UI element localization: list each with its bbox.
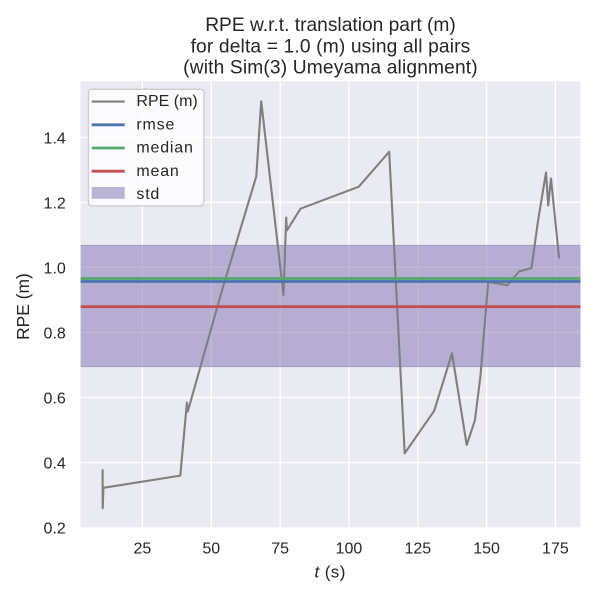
svg-text:t (s): t (s) — [315, 563, 346, 582]
svg-text:150: 150 — [473, 540, 500, 557]
svg-text:RPE (m): RPE (m) — [13, 273, 33, 340]
svg-text:rmse: rmse — [136, 116, 175, 133]
svg-text:(with Sim(3) Umeyama alignment: (with Sim(3) Umeyama alignment) — [183, 58, 478, 79]
svg-text:0.6: 0.6 — [44, 390, 66, 407]
svg-text:75: 75 — [271, 540, 289, 557]
svg-text:std: std — [136, 186, 160, 203]
svg-text:175: 175 — [542, 540, 569, 557]
svg-text:mean: mean — [136, 163, 179, 180]
svg-text:RPE (m): RPE (m) — [136, 93, 197, 110]
svg-text:1.2: 1.2 — [44, 195, 66, 212]
svg-text:0.8: 0.8 — [44, 325, 66, 342]
svg-text:1.0: 1.0 — [44, 260, 66, 277]
svg-text:100: 100 — [336, 540, 363, 557]
svg-text:1.4: 1.4 — [44, 130, 66, 147]
svg-text:RPE w.r.t. translation part (m: RPE w.r.t. translation part (m) — [205, 15, 456, 36]
svg-text:25: 25 — [134, 540, 152, 557]
svg-text:50: 50 — [202, 540, 220, 557]
svg-text:for delta = 1.0 (m) using all: for delta = 1.0 (m) using all pairs — [191, 36, 471, 57]
svg-text:median: median — [136, 140, 193, 157]
svg-text:125: 125 — [404, 540, 431, 557]
svg-text:0.4: 0.4 — [44, 455, 66, 472]
svg-text:0.2: 0.2 — [44, 520, 66, 537]
